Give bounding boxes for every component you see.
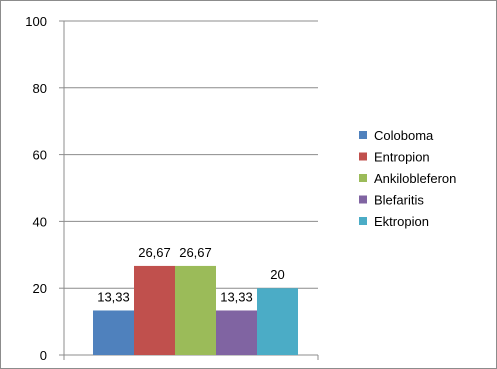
bar-entropion (134, 265, 175, 355)
legend-swatch-coloboma (359, 131, 367, 139)
legend-label-entropion: Entropion (374, 150, 430, 165)
bar-ankilobleferon (175, 265, 216, 355)
bars (93, 265, 298, 355)
bar-ektropion (257, 288, 298, 355)
data-label-entropion: 26,67 (138, 245, 171, 260)
legend-swatch-entropion (359, 152, 367, 161)
y-tick-label: 60 (33, 148, 47, 163)
legend-swatch-ektropion (359, 217, 367, 225)
legend-swatch-ankilobleferon (359, 174, 367, 182)
legend-label-ektropion: Ektropion (374, 214, 429, 229)
y-tick-label: 80 (33, 81, 47, 96)
legend-label-blefaritis: Blefaritis (374, 193, 424, 208)
data-label-ektropion: 20 (270, 267, 284, 282)
legend-label-ankilobleferon: Ankilobleferon (374, 171, 456, 186)
legend: Coloboma Entropion Ankilobleferon Blefariti… (359, 128, 456, 229)
data-label-ankilobleferon: 26,67 (179, 245, 212, 260)
y-tick-label: 20 (33, 281, 47, 296)
y-axis: 0 20 40 60 80 100 (25, 14, 319, 363)
data-label-blefaritis: 13,33 (220, 289, 253, 304)
y-tick-label: 40 (33, 214, 47, 229)
data-label-coloboma: 13,33 (97, 289, 130, 304)
bar-coloboma (93, 310, 134, 355)
y-tick-label: 0 (40, 348, 47, 363)
y-tick-label: 100 (25, 14, 47, 29)
data-labels: 13,33 26,67 26,67 13,33 20 (97, 245, 285, 305)
legend-swatch-blefaritis (359, 195, 367, 204)
legend-label-coloboma: Coloboma (374, 128, 434, 143)
bar-blefaritis (216, 310, 257, 355)
